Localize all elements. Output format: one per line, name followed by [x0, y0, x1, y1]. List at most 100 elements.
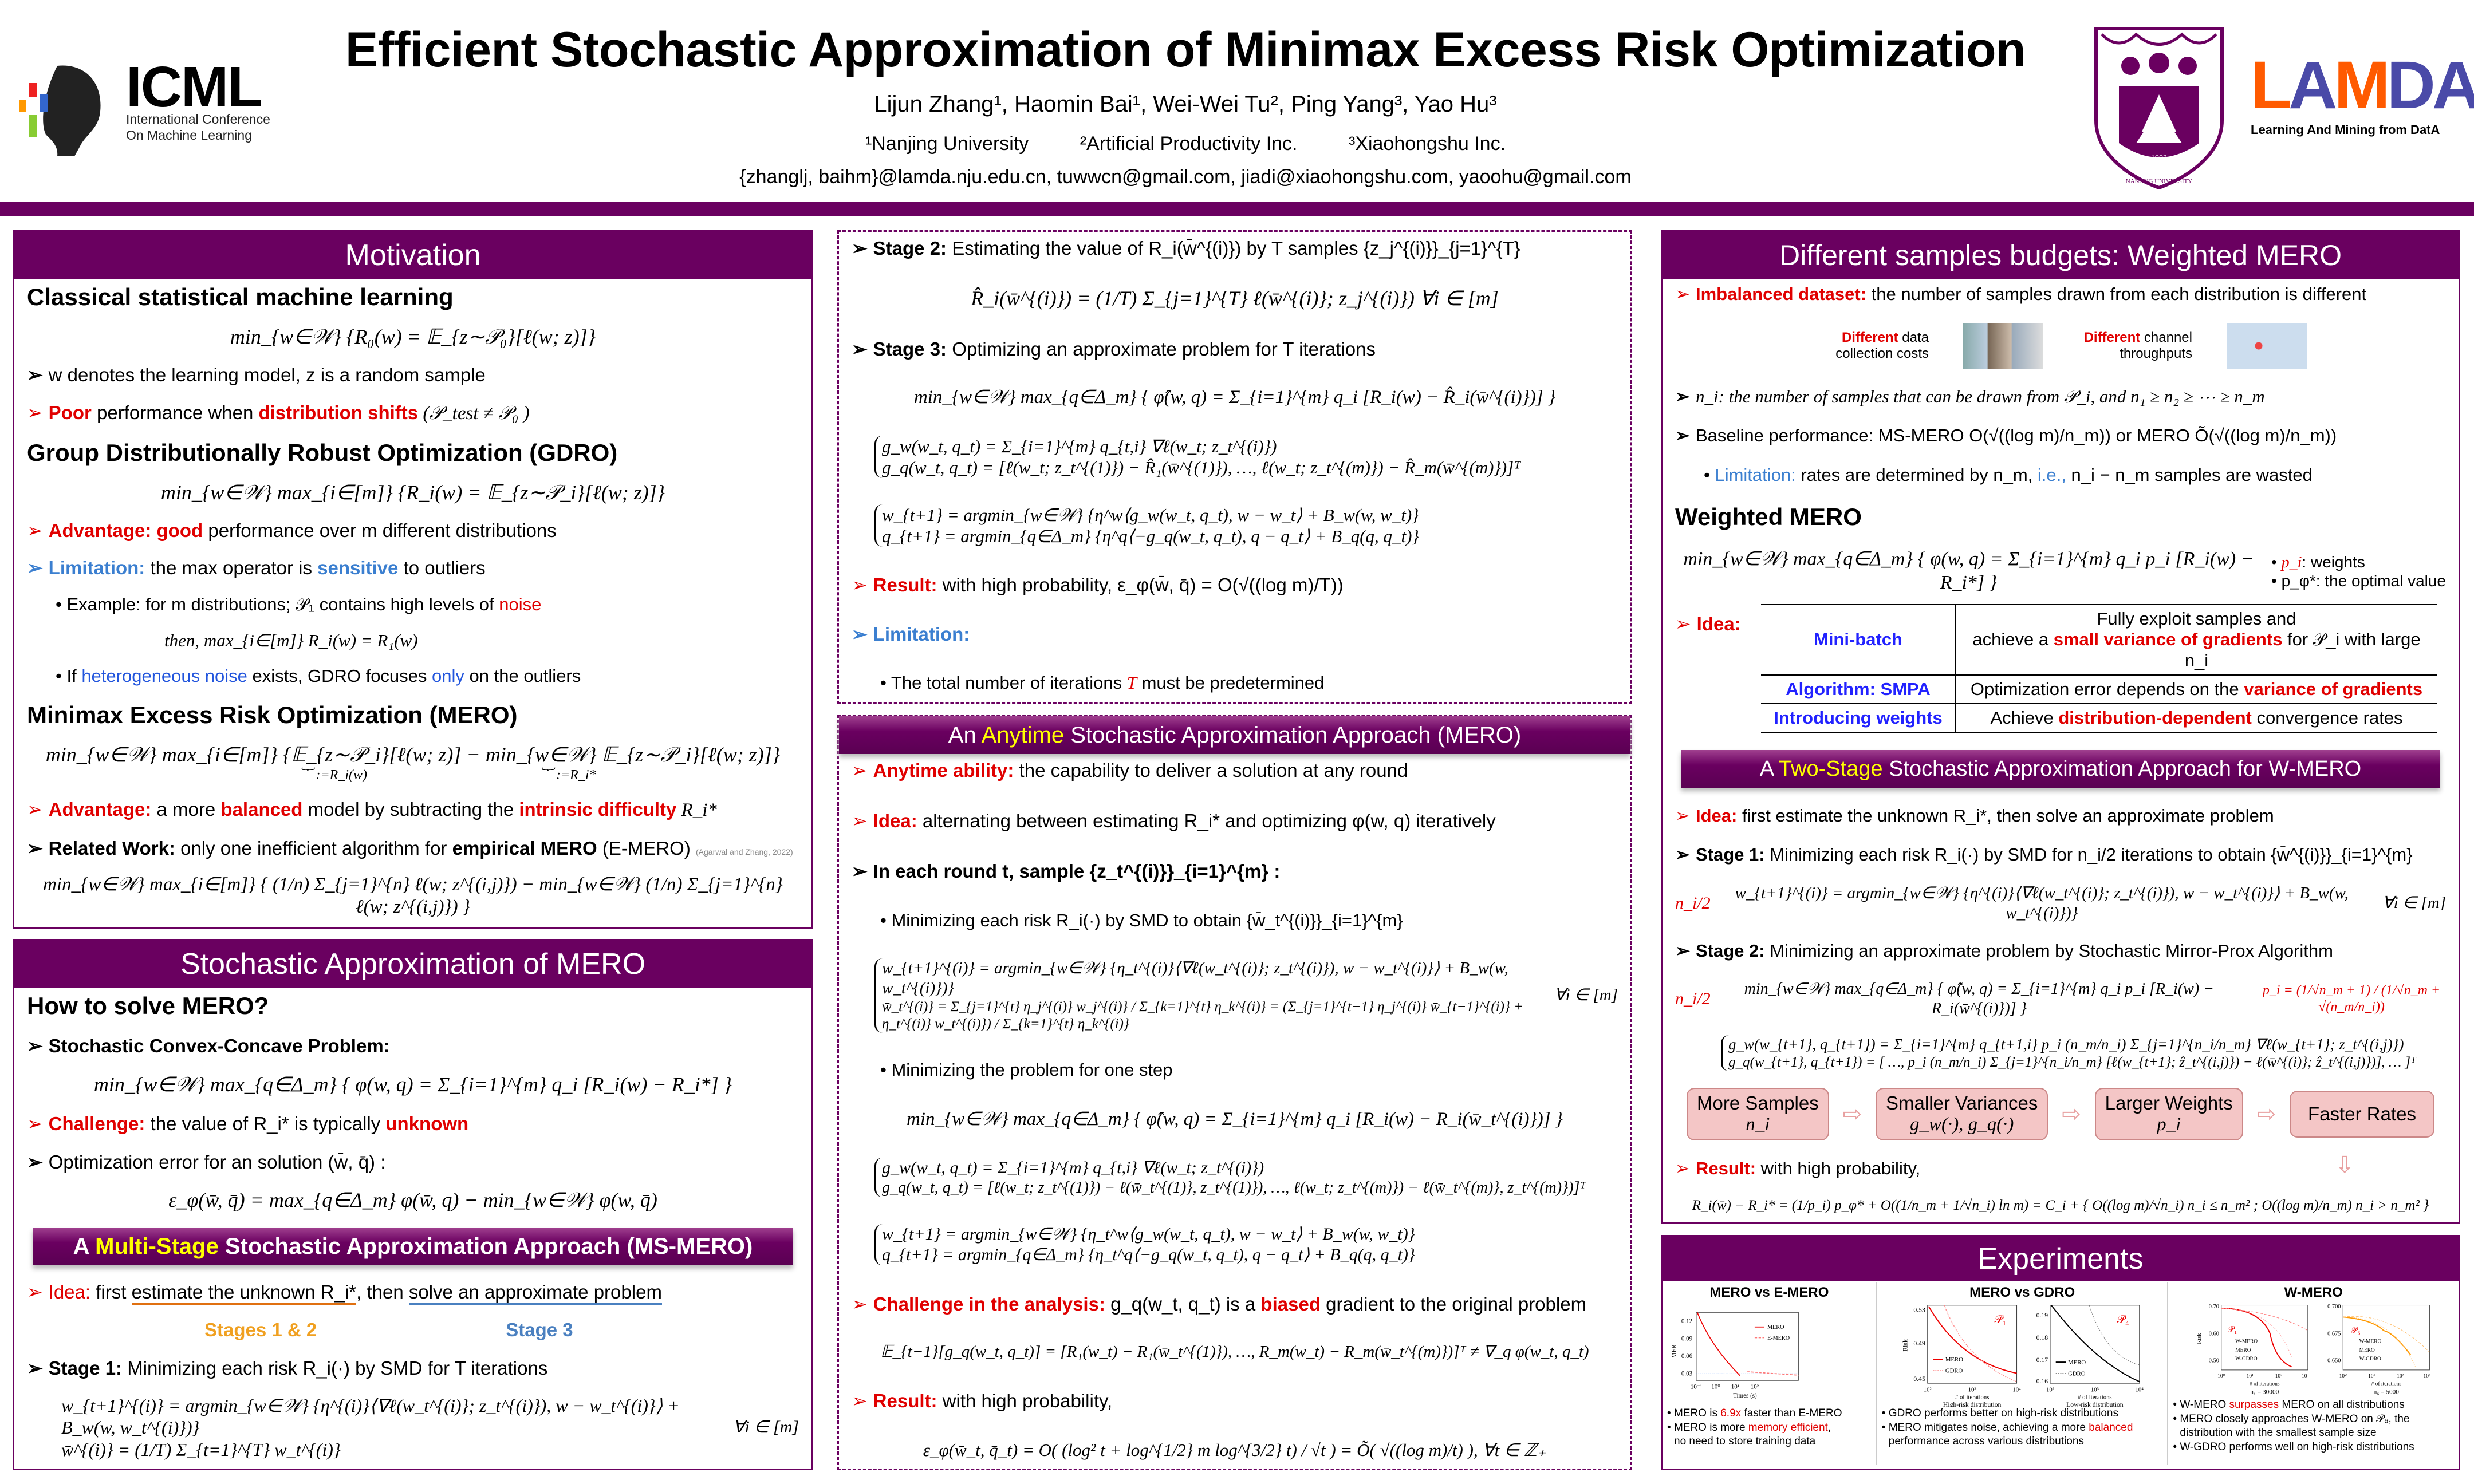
- formula: g_q(w_t, q_t) = [ℓ(w_t; z_t^{(1)}) − R̂₁…: [882, 457, 1521, 477]
- arrow-right-icon: ⇨: [1842, 1102, 1862, 1127]
- caption-key: memory efficient: [1748, 1421, 1828, 1434]
- section-heading: Group Distributionally Robust Optimizati…: [27, 439, 618, 466]
- bullet-text: with high probability,: [937, 1390, 1113, 1411]
- caption-text: no need to store training data: [1674, 1435, 1816, 1448]
- bullet-text: Minimizing each risk R_i(·) by SMD for n…: [1764, 844, 2413, 865]
- legend-item: W-MERO: [2236, 1339, 2258, 1345]
- bullet-key: biased: [1260, 1293, 1321, 1315]
- bullet-text: gradient to the original problem: [1320, 1293, 1587, 1315]
- formula: g_q(w_t, q_t) = [ℓ(w_t; z_t^{(1)}) − ℓ(w…: [882, 1178, 1586, 1197]
- bullet-key: only: [432, 666, 464, 686]
- y-tick: 0.675: [2328, 1331, 2341, 1337]
- y-label: Risk: [1902, 1339, 1909, 1352]
- bullet-text: If: [66, 666, 82, 686]
- cell-text: for 𝒫_i with large n_i: [2184, 629, 2421, 670]
- x-tick: 10⁴: [2135, 1387, 2144, 1394]
- flow-math: g_w(·), g_q(·): [1909, 1114, 2014, 1135]
- legend-item: MERO: [1767, 1324, 1784, 1331]
- y-label: MER: [1671, 1344, 1677, 1359]
- caption-key: balanced: [2089, 1421, 2133, 1434]
- label-text: channel throughputs: [2120, 329, 2192, 361]
- bullet-text: w denotes the learning model, z is a ran…: [48, 364, 486, 386]
- label-key: Different: [2083, 329, 2141, 345]
- channel-map-image: [2227, 322, 2307, 369]
- bullet-key: Limitation:: [873, 623, 970, 645]
- affiliation: ¹Nanjing University: [865, 133, 1029, 155]
- bullet-text: , then: [356, 1281, 409, 1303]
- flow-label: Faster Rates: [2308, 1103, 2416, 1125]
- section-heading: How to solve MERO?: [27, 992, 269, 1019]
- idea-table: Mini-batch Fully exploit samples and achie…: [1761, 603, 2437, 733]
- y-tick: 0.17: [2036, 1356, 2048, 1364]
- bullet-text: n_i − n_m samples are wasted: [2066, 464, 2313, 485]
- caption-text: GDRO performs better on high-risk distri…: [1888, 1407, 2118, 1419]
- iteration-count: n_i/2: [1675, 989, 1711, 1008]
- heading-highlight: Anytime: [981, 723, 1065, 748]
- bullet-key: Idea:: [1695, 805, 1738, 826]
- weighted-mero-panel: Different samples budgets: Weighted MERO…: [1661, 230, 2460, 1224]
- caption-text: W-GDRO performs well on high-risk distri…: [2180, 1441, 2414, 1454]
- distribution-label: 𝒫₄: [2117, 1314, 2129, 1326]
- lamda-subtitle: Learning And Mining from DatA: [2251, 123, 2440, 137]
- bullet-key: Advantage:: [48, 799, 152, 820]
- formula: w_{t+1}^{(i)} = argmin_{w∈𝒲} {η^{(i)}⟨∇ℓ…: [61, 1395, 680, 1438]
- experiment-mero-vs-gdro: MERO vs GDRO 0.53 0.49 0.45 Risk 𝒫₁ MERO…: [1877, 1282, 2169, 1465]
- table-value: Fully exploit samples and achieve a small…: [1956, 603, 2437, 676]
- affiliations: ¹Nanjing University ²Artificial Producti…: [309, 133, 2062, 155]
- flow-box: Smaller Variances g_w(·), g_q(·): [1876, 1088, 2048, 1141]
- legend-item: W-MERO: [2359, 1339, 2382, 1345]
- formula: min_{w∈𝒲} max_{i∈[m]} { (1/n) Σ_{j=1}^{n…: [43, 874, 783, 918]
- table-row: Algorithm: SMPA Optimization error depend…: [1761, 674, 2437, 704]
- y-tick: 0.12: [1681, 1318, 1692, 1325]
- bullet-text: Baseline performance: MS-MERO O(√((log m…: [1695, 425, 2337, 446]
- nju-seal-logo: 1902 NANJING UNIVERSITY: [2094, 27, 2224, 189]
- formula: w̄^{(i)} = (1/T) Σ_{t=1}^{T} w_t^{(i)}: [61, 1439, 341, 1460]
- stages-label: Stage 3: [506, 1319, 573, 1341]
- header-divider: [0, 202, 2474, 216]
- panel-title: Motivation: [14, 232, 811, 279]
- cell-text: Fully exploit samples and: [2097, 608, 2296, 629]
- bullet-text: the capability to deliver a solution at …: [1014, 760, 1408, 781]
- mero-vs-gdro-plots: 0.53 0.49 0.45 Risk 𝒫₁ MERO GDRO 10² 10³…: [1902, 1305, 2144, 1407]
- caption-text: performance across various distributions: [1888, 1435, 2084, 1448]
- heading-highlight: Multi-Stage: [95, 1234, 219, 1260]
- legend-item: GDRO: [2068, 1370, 2086, 1377]
- formula: w_{t+1}^{(i)} = argmin_{w∈𝒲} {η_t^{(i)}⟨…: [882, 958, 1509, 997]
- flow-box: Faster Rates: [2290, 1091, 2434, 1138]
- heading-part: A: [73, 1234, 96, 1260]
- formula: w_{t+1} = argmin_{w∈𝒲} {η_t^w⟨g_w(w_t, q…: [882, 1224, 1415, 1244]
- cell-key: distribution-dependent: [2058, 707, 2252, 728]
- y-tick: 0.09: [1681, 1336, 1693, 1343]
- section-heading: Minimax Excess Risk Optimization (MERO): [27, 701, 518, 729]
- heading-highlight: Two-Stage: [1778, 756, 1883, 781]
- plot-p1: 0.70 0.60 0.50 Risk 𝒫₁ W-MERO MERO W-GDR…: [2196, 1304, 2309, 1395]
- citation: (Agarwal and Zhang, 2022): [696, 847, 793, 857]
- lamda-logo: LAMDA Learning And Mining from DatA: [2251, 52, 2474, 149]
- y-tick: 0.06: [1681, 1353, 1693, 1360]
- note-math: p_i: [2281, 553, 2302, 571]
- affiliation: ³Xiaohongshu Inc.: [1348, 133, 1506, 155]
- bullet-text: Minimizing each risk R_i(·) by SMD to ob…: [891, 910, 1403, 930]
- bullet-text: Optimizing an approximate problem for T …: [947, 338, 1376, 360]
- bullet-text: first estimate the unknown R_i*, then so…: [1737, 805, 2274, 826]
- icml-word: ICML: [126, 55, 262, 119]
- heading-part: Stochastic Approximation Approach (MERO): [1064, 723, 1522, 748]
- bullet-key: Limitation:: [48, 557, 145, 579]
- lamda-m: M: [2334, 48, 2390, 123]
- formula: min_{w∈𝒲} {R₀(w) = 𝔼_{z∼𝒫₀}[ℓ(w; z)]}: [230, 325, 596, 349]
- bullet-key: i.e.,: [2037, 464, 2066, 485]
- formula: w̄_t^{(i)} = Σ_{j=1}^{t} η_j^{(i)} w_j^{…: [882, 998, 1524, 1032]
- caption-text: W-MERO: [2180, 1399, 2229, 1411]
- y-label: Risk: [2196, 1333, 2203, 1344]
- affiliation: ²Artificial Productivity Inc.: [1080, 133, 1298, 155]
- formula: 𝔼_{t−1}[g_q(w_t, q_t)] = [R₁(w_t) − R₁(w…: [880, 1343, 1589, 1361]
- caption-key: 6.9x: [1720, 1407, 1742, 1419]
- caption-text: MERO on all distributions: [2279, 1399, 2405, 1411]
- bullet-key: Anytime ability:: [873, 760, 1014, 781]
- section-heading: Weighted MERO: [1675, 503, 1862, 531]
- bullet-text: Example: for m distributions; 𝒫₁ contain…: [66, 594, 499, 614]
- formula: min_{w∈𝒲} max_{q∈Δ_m} { φ̂(w, q) = Σ_{i=…: [907, 1108, 1563, 1130]
- caption-text: MERO closely approaches W-MERO on 𝒫₆, th…: [2180, 1412, 2410, 1425]
- experiment-w-mero: W-MERO 0.70 0.60 0.50 Risk 𝒫₁ W-MERO MER…: [2168, 1282, 2459, 1465]
- bullet-text: with high probability, ε_φ(w̄, q̄) = O(√…: [937, 574, 1344, 595]
